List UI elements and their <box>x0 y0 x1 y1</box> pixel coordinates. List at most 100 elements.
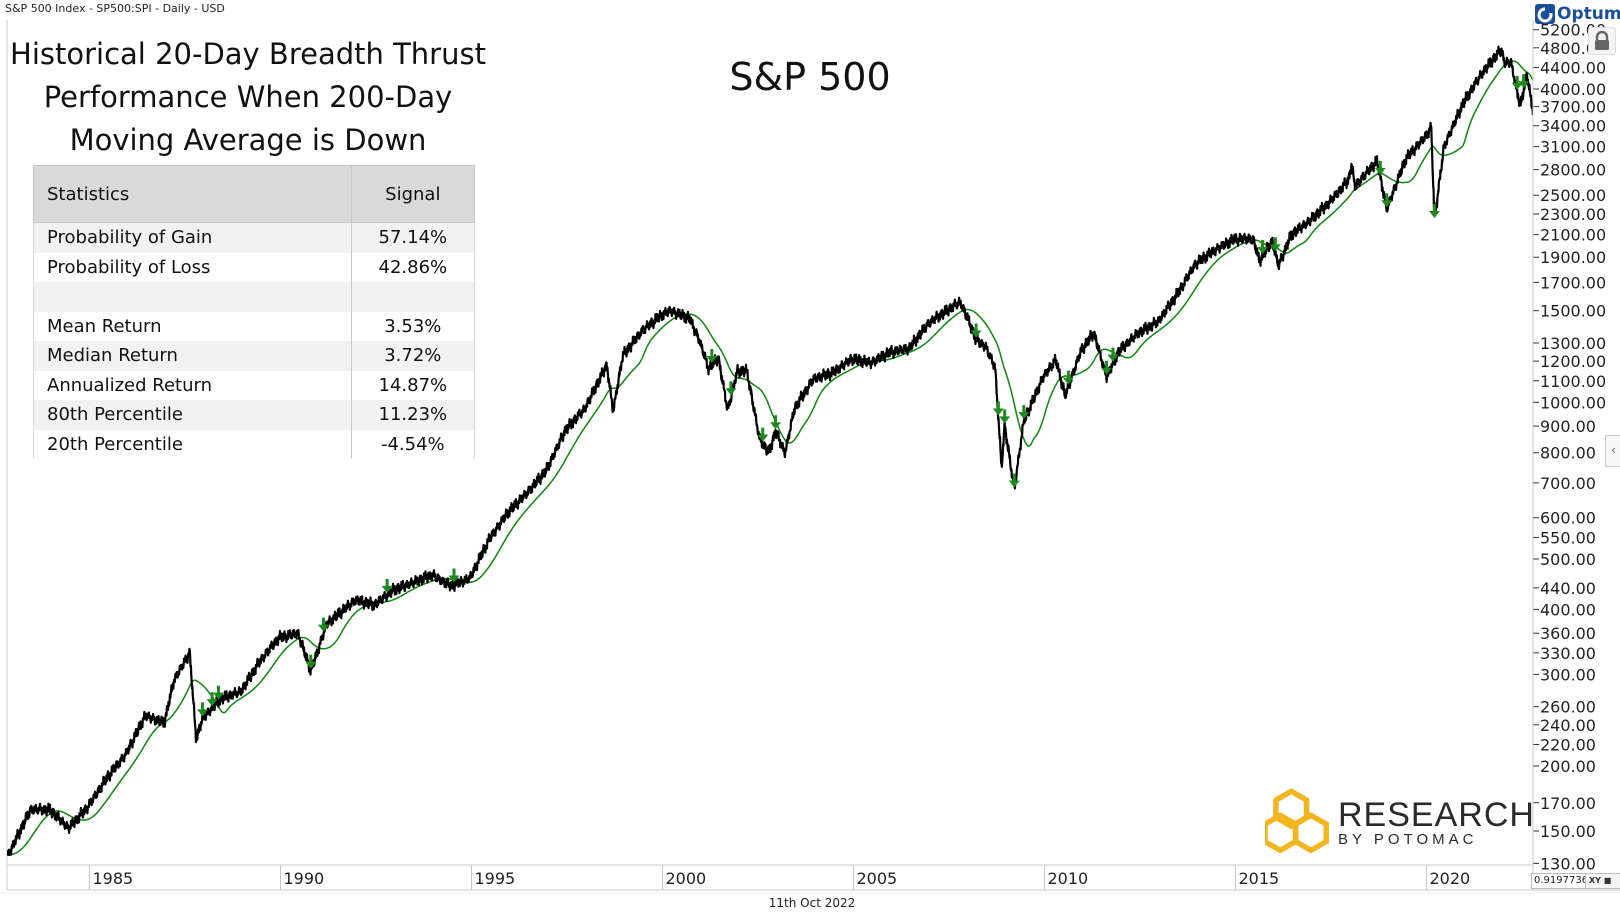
title-line: Moving Average is Down <box>69 123 427 157</box>
y-tick-label: 3100.00 <box>1540 138 1606 157</box>
y-tick-label: 400.00 <box>1540 600 1596 619</box>
x-tick-label: 2000 <box>666 869 707 888</box>
signal-arrow-icon <box>770 415 782 430</box>
y-tick-label: 1300.00 <box>1540 334 1606 353</box>
overlay-title: Historical 20-Day Breadth Thrust Perform… <box>8 33 488 162</box>
signal-arrow-icon <box>1018 405 1030 420</box>
chart-date: 11th Oct 2022 <box>768 896 856 910</box>
stat-label: Probability of Gain <box>33 222 352 253</box>
signal-arrow-icon <box>206 692 218 707</box>
x-tick-label: 1990 <box>284 869 325 888</box>
x-axis: 1985 1990 1995 2000 2005 2010 2015 2020 <box>89 865 1471 890</box>
y-tick-label: 1100.00 <box>1540 372 1606 391</box>
signal-arrow-icon <box>1381 193 1393 208</box>
y-tick-label: 130.00 <box>1540 854 1596 873</box>
stat-label <box>33 282 352 312</box>
y-tick-label: 500.00 <box>1540 550 1596 569</box>
signal-arrow-icon <box>1257 239 1269 254</box>
y-tick-label: 1900.00 <box>1540 248 1606 267</box>
table-row <box>33 282 476 312</box>
y-tick-label: 2800.00 <box>1540 161 1606 180</box>
signal-arrow-icon <box>1374 160 1386 175</box>
signal-arrow-icon <box>197 702 209 717</box>
y-tick-label: 240.00 <box>1540 716 1596 735</box>
stat-label: 80th Percentile <box>33 400 352 430</box>
stat-value: 14.87% <box>351 370 476 400</box>
optuma-text: Optuma <box>1557 4 1620 24</box>
title-line: Performance When 200-Day <box>43 80 453 114</box>
signal-arrows <box>197 74 1530 717</box>
y-tick-label: 170.00 <box>1540 794 1596 813</box>
axis-lock-button[interactable] <box>1588 27 1616 55</box>
signal-arrow-icon <box>757 427 769 442</box>
statistics-table: Statistics Signal Probability of Gain 57.… <box>33 165 476 459</box>
signal-arrow-icon <box>305 654 317 669</box>
stat-label: Annualized Return <box>33 370 352 400</box>
y-tick-label: 4400.00 <box>1540 58 1606 77</box>
y-tick-label: 330.00 <box>1540 644 1596 663</box>
signal-arrow-icon <box>1008 473 1020 488</box>
x-tick-label: 2010 <box>1048 869 1089 888</box>
signal-arrow-icon <box>992 401 1004 416</box>
y-tick-label: 260.00 <box>1540 698 1596 717</box>
signal-arrow-icon <box>725 381 737 396</box>
table-header: Statistics Signal <box>33 165 476 223</box>
optuma-icon <box>1535 4 1555 24</box>
x-tick-label: 1985 <box>93 869 134 888</box>
moving-average-line <box>7 60 1533 856</box>
logo-main-text: RESEARCH <box>1338 796 1535 834</box>
y-tick-label: 200.00 <box>1540 757 1596 776</box>
price-line <box>7 45 1533 857</box>
xy-lock-toggle[interactable]: XY ■ <box>1585 873 1620 889</box>
y-tick-label: 4000.00 <box>1540 80 1606 99</box>
signal-arrow-icon <box>706 348 718 363</box>
x-tick-label: 1995 <box>475 869 516 888</box>
signal-arrow-icon <box>1107 347 1119 362</box>
stat-value: 57.14% <box>351 222 476 253</box>
chart-label: S&P 500 <box>729 55 891 99</box>
x-tick-label: 2005 <box>857 869 898 888</box>
stat-value: 3.53% <box>351 311 476 341</box>
stat-label: Probability of Loss <box>33 252 352 282</box>
signal-arrow-icon <box>1101 360 1113 375</box>
signal-arrow-icon <box>999 409 1011 424</box>
scale-readout[interactable]: 0.9197736 <box>1531 873 1587 889</box>
table-row: Median Return 3.72% <box>33 341 476 371</box>
small-lock-icon: ■ <box>1603 876 1612 885</box>
y-tick-label: 3400.00 <box>1540 117 1606 136</box>
signal-arrow-icon <box>1062 370 1074 385</box>
table-row: 20th Percentile -4.54% <box>33 429 476 459</box>
stat-label: 20th Percentile <box>33 429 352 459</box>
stat-label: Median Return <box>33 341 352 371</box>
y-tick-label: 300.00 <box>1540 665 1596 684</box>
y-tick-label: 440.00 <box>1540 579 1596 598</box>
y-tick-label: 2100.00 <box>1540 226 1606 245</box>
x-tick-label: 2015 <box>1239 869 1280 888</box>
table-row: Mean Return 3.53% <box>33 311 476 341</box>
collapse-panel-button[interactable]: ‹ <box>1605 435 1620 467</box>
signal-arrow-icon <box>1428 204 1440 219</box>
y-tick-label: 800.00 <box>1540 444 1596 463</box>
signal-arrow-icon <box>1518 74 1530 89</box>
table-row: Probability of Loss 42.86% <box>33 252 476 282</box>
y-tick-label: 1700.00 <box>1540 273 1606 292</box>
signal-arrow-icon <box>381 578 393 593</box>
y-tick-label: 2500.00 <box>1540 186 1606 205</box>
column-header-statistics: Statistics <box>33 165 352 223</box>
y-tick-label: 360.00 <box>1540 624 1596 643</box>
y-tick-label: 3700.00 <box>1540 98 1606 117</box>
y-tick-label: 550.00 <box>1540 528 1596 547</box>
y-tick-label: 2300.00 <box>1540 205 1606 224</box>
y-tick-label: 900.00 <box>1540 417 1596 436</box>
signal-arrow-icon <box>1511 75 1523 90</box>
optuma-logo: Optuma <box>1535 3 1620 25</box>
y-tick-label: 220.00 <box>1540 735 1596 754</box>
logo-sub-text: BY POTOMAC <box>1338 831 1478 848</box>
signal-arrow-icon <box>448 568 460 583</box>
stat-value: 42.86% <box>351 252 476 282</box>
stat-value: 11.23% <box>351 400 476 430</box>
stat-value <box>351 282 476 312</box>
x-tick-label: 2020 <box>1430 869 1471 888</box>
y-tick-label: 150.00 <box>1540 822 1596 841</box>
potomac-logo-icon <box>1265 788 1329 854</box>
